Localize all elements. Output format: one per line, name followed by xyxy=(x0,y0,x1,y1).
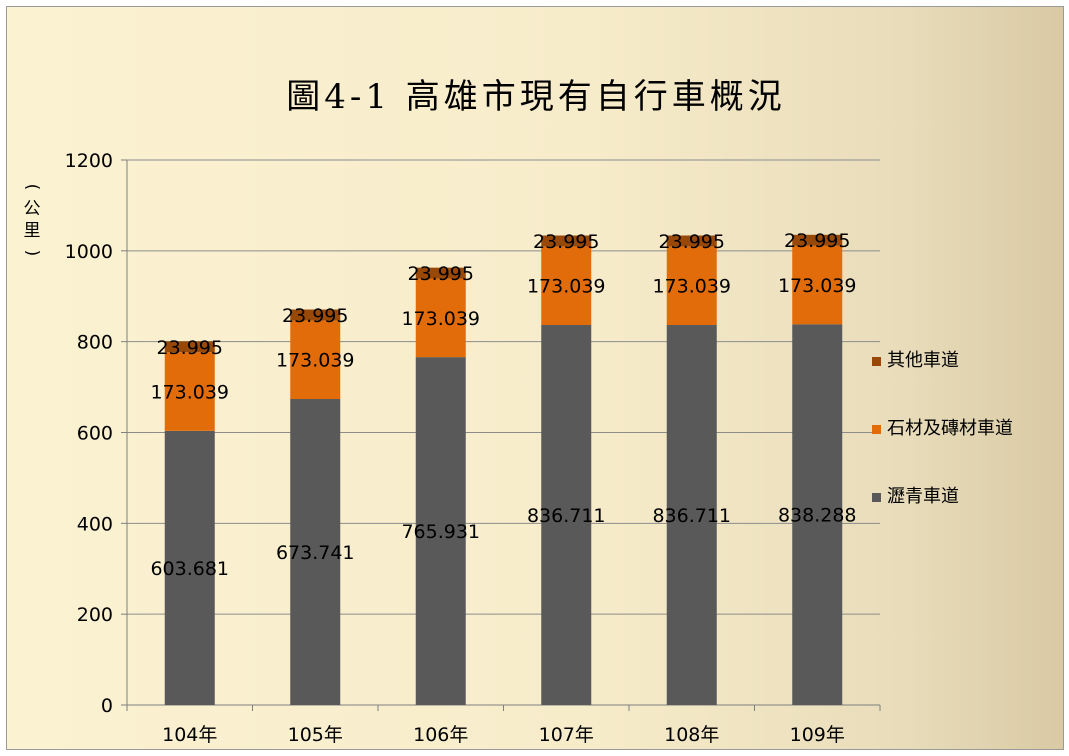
data-label: 173.039 xyxy=(150,382,229,404)
x-tick-label: 104年 xyxy=(162,724,217,746)
data-label: 23.995 xyxy=(282,305,348,327)
data-label: 173.039 xyxy=(527,276,606,298)
data-label: 603.681 xyxy=(150,558,229,580)
bar-asphalt xyxy=(666,324,717,705)
y-tick-label: 800 xyxy=(77,332,113,354)
bar-stone-brick xyxy=(164,352,215,431)
y-tick-label: 600 xyxy=(77,423,113,445)
data-label: 173.039 xyxy=(276,350,355,372)
bar-asphalt xyxy=(415,357,466,705)
y-tick-label: 1200 xyxy=(65,150,113,172)
data-label: 173.039 xyxy=(778,275,857,297)
data-label: 838.288 xyxy=(778,505,857,527)
x-tick-label: 108年 xyxy=(664,724,719,746)
bar-asphalt xyxy=(164,430,215,705)
data-label: 173.039 xyxy=(652,276,731,298)
data-label: 836.711 xyxy=(527,505,606,527)
bar-other xyxy=(541,235,592,247)
legend-item: 其他車道 xyxy=(872,346,959,372)
bar-stone-brick xyxy=(666,246,717,325)
bar-stone-brick xyxy=(792,245,843,325)
bar-stone-brick xyxy=(290,320,341,400)
legend-label: 其他車道 xyxy=(887,350,959,371)
data-label: 23.995 xyxy=(408,263,474,285)
chart-title: 圖4-1 高雄市現有自行車概況 xyxy=(286,77,786,117)
legend-swatch xyxy=(872,424,881,434)
y-tick-label: 200 xyxy=(77,604,113,626)
y-axis-label: (公里) xyxy=(20,176,44,264)
x-tick-label: 109年 xyxy=(790,724,845,746)
x-tick-label: 105年 xyxy=(288,724,343,746)
data-label: 765.931 xyxy=(401,521,480,543)
data-label: 23.995 xyxy=(784,230,850,252)
data-label: 23.995 xyxy=(157,337,223,359)
data-label: 23.995 xyxy=(533,231,599,253)
bar-other xyxy=(415,267,466,279)
bar-asphalt xyxy=(541,324,592,705)
bar-other xyxy=(666,235,717,247)
legend-label: 瀝青車道 xyxy=(887,486,959,507)
legend-item: 瀝青車道 xyxy=(872,482,959,508)
data-label: 836.711 xyxy=(652,505,731,527)
y-tick-label: 0 xyxy=(101,695,113,717)
bar-asphalt xyxy=(290,399,341,705)
legend-swatch xyxy=(872,492,881,502)
legend-swatch xyxy=(872,356,881,366)
data-label: 173.039 xyxy=(401,308,480,330)
bar-stone-brick xyxy=(541,246,592,325)
y-tick-label: 400 xyxy=(77,513,113,535)
y-axis-label-char: 公 xyxy=(23,199,41,219)
x-tick-label: 106年 xyxy=(413,724,468,746)
bar-asphalt xyxy=(792,324,843,705)
data-label: 673.741 xyxy=(276,542,355,564)
bar-other xyxy=(792,234,843,246)
bar-stone-brick xyxy=(415,278,466,358)
x-tick-label: 107年 xyxy=(539,724,594,746)
legend-item: 石材及磚材車道 xyxy=(872,414,1013,440)
y-axis-label-char: 里 xyxy=(23,221,41,241)
bar-other xyxy=(164,341,215,353)
data-label: 23.995 xyxy=(659,231,725,253)
y-tick-label: 1000 xyxy=(65,241,113,263)
legend-label: 石材及磚材車道 xyxy=(887,418,1013,439)
bar-other xyxy=(290,309,341,321)
